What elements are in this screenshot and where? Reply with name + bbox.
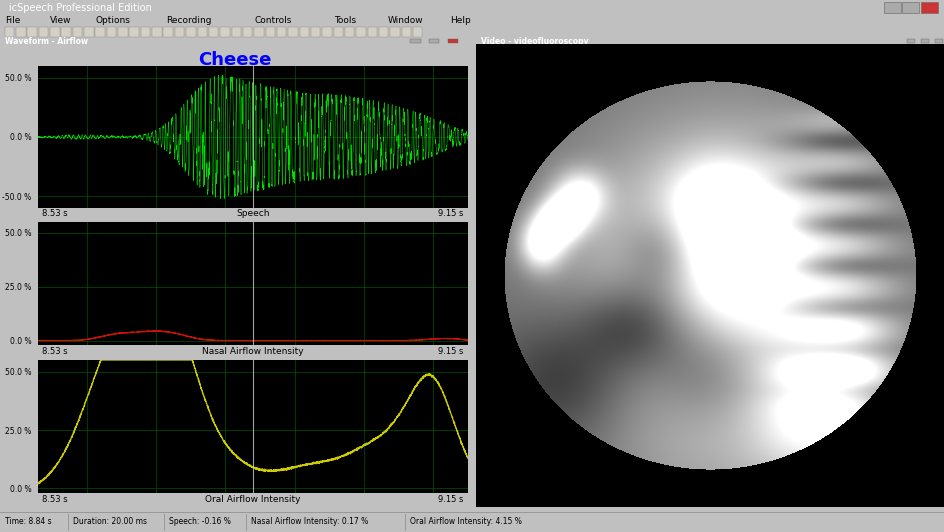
Text: Speech: Speech [236,210,269,219]
Text: File: File [5,16,20,25]
Bar [322,27,331,37]
Bar [288,27,297,37]
Bar [254,27,263,37]
Bar [333,27,343,37]
Bar [311,27,320,37]
Text: Recording: Recording [166,16,211,25]
Text: Video - videofluoroscopy: Video - videofluoroscopy [480,37,588,46]
Bar [902,2,919,13]
Bar [118,27,127,37]
Bar [163,27,173,37]
Bar [410,39,420,43]
Bar [367,27,377,37]
Text: Nasal Airflow Intensity: 0.17 %: Nasal Airflow Intensity: 0.17 % [251,518,368,527]
Bar [243,27,252,37]
Text: Nasal Airflow Intensity: Nasal Airflow Intensity [202,346,303,355]
Bar [152,27,161,37]
Bar [390,27,399,37]
Bar [883,2,900,13]
Bar [345,27,354,37]
Text: 9.15 s: 9.15 s [438,210,464,219]
Bar [231,27,241,37]
Bar [413,27,422,37]
Text: 8.53 s: 8.53 s [42,495,68,503]
Bar [175,27,184,37]
Bar [129,27,139,37]
Text: Oral Airflow Intensity: Oral Airflow Intensity [205,495,300,503]
Bar [141,27,150,37]
Bar [209,27,218,37]
Text: Help: Help [449,16,470,25]
Bar [61,27,71,37]
Text: Duration: 20.00 ms: Duration: 20.00 ms [73,518,146,527]
Bar [107,27,116,37]
Bar [905,39,914,43]
Text: Waveform - Airflow: Waveform - Airflow [5,37,88,46]
Text: 9.15 s: 9.15 s [438,346,464,355]
Bar [73,27,82,37]
Bar [95,27,105,37]
Bar [299,27,309,37]
Text: 8.53 s: 8.53 s [42,346,68,355]
Bar [27,27,37,37]
Bar [5,27,14,37]
Bar [84,27,93,37]
Text: Window: Window [387,16,423,25]
Bar [379,27,388,37]
Bar [919,39,928,43]
Text: 9.15 s: 9.15 s [438,495,464,503]
Bar [220,27,229,37]
Text: Time: 8.84 s: Time: 8.84 s [5,518,52,527]
Bar [50,27,59,37]
Bar [934,39,942,43]
Bar [197,27,207,37]
Text: Tools: Tools [333,16,355,25]
Text: Controls: Controls [254,16,292,25]
Text: Speech: -0.16 %: Speech: -0.16 % [169,518,230,527]
Bar [401,27,411,37]
Bar [277,27,286,37]
Text: Options: Options [95,16,130,25]
Bar [920,2,937,13]
Bar [429,39,439,43]
Text: View: View [50,16,72,25]
Text: 8.53 s: 8.53 s [42,210,68,219]
Bar [356,27,365,37]
Bar [186,27,195,37]
Bar [265,27,275,37]
Bar [16,27,25,37]
Text: Cheese: Cheese [197,51,271,69]
Text: Oral Airflow Intensity: 4.15 %: Oral Airflow Intensity: 4.15 % [410,518,521,527]
Bar [447,39,458,43]
Bar [39,27,48,37]
Text: icSpeech Professional Edition: icSpeech Professional Edition [9,3,152,13]
